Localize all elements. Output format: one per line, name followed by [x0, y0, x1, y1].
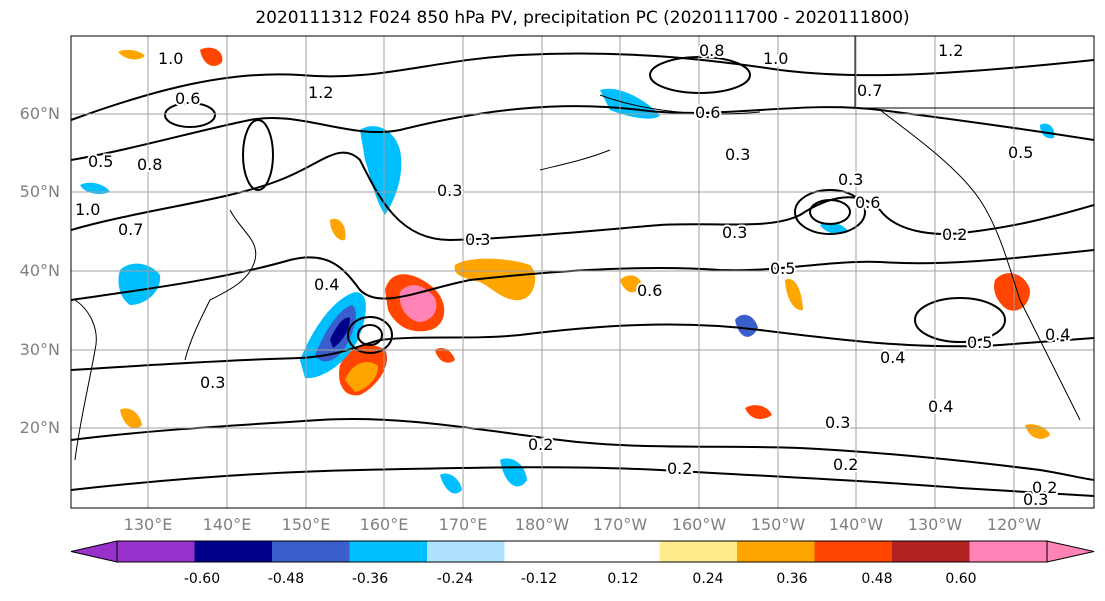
colorbar-swatch: [504, 541, 583, 562]
contour-label: 0.4: [314, 275, 339, 294]
contour-label: 0.3: [437, 181, 462, 200]
lon-label-150w: 150°W: [750, 515, 806, 534]
contour-label: 0.5: [1008, 143, 1033, 162]
contour-label: 0.2: [528, 435, 553, 454]
contour-label: 0.5: [770, 259, 795, 278]
contour-labels: 1.0 0.6 1.2 0.8 0.5 0.4 0.3 0.7 1.0 0.3 …: [73, 39, 1072, 509]
lat-label-60n: 60°N: [19, 104, 60, 123]
lat-label-30n: 30°N: [19, 340, 60, 359]
colorbar-extend-max: [1046, 540, 1095, 563]
contour-label: 0.6: [175, 89, 200, 108]
lon-label-170w: 170°W: [592, 515, 648, 534]
contour-label: 0.4: [928, 397, 953, 416]
contour-label: 0.3: [722, 223, 747, 242]
colorbar-swatch: [427, 541, 505, 562]
colorbar-tick-label: -0.48: [267, 571, 305, 587]
colorbar: [70, 540, 1095, 563]
colorbar-swatch: [737, 541, 815, 562]
colorbar-swatch: [194, 541, 273, 562]
colorbar-swatch: [349, 541, 428, 562]
contour-label: 0.8: [699, 41, 724, 60]
colorbar-swatch: [814, 541, 893, 562]
contour-label: 1.2: [308, 83, 333, 102]
lon-label-160w: 160°W: [671, 515, 727, 534]
lon-label-140w: 140°W: [828, 515, 884, 534]
colorbar-tick-label: -0.36: [351, 571, 389, 587]
contour-label: 0.4: [880, 348, 905, 367]
contour-label: 0.8: [137, 155, 162, 174]
contour-label: 0.5: [88, 152, 113, 171]
contour-label: 1.0: [158, 49, 183, 68]
contour-label: 0.3: [825, 413, 850, 432]
colorbar-swatch: [582, 541, 660, 562]
colorbar-swatch: [969, 541, 1048, 562]
colorbar-tick-label: -0.60: [183, 571, 221, 587]
contour-label: 0.5: [967, 333, 992, 352]
contour-label: 0.3: [465, 230, 490, 249]
lat-label-20n: 20°N: [19, 418, 60, 437]
contour-label: 0.6: [695, 103, 720, 122]
colorbar-extend-min: [70, 540, 118, 563]
colorbar-tick-label: 0.48: [861, 571, 893, 587]
lat-label-40n: 40°N: [19, 261, 60, 280]
contour-label: 0.2: [942, 225, 967, 244]
lon-label-160e: 160°E: [359, 515, 409, 534]
coastlines: [74, 36, 1094, 461]
map-frame: [70, 35, 1095, 509]
lon-label-120w: 120°W: [986, 515, 1042, 534]
contour-label: 0.2: [833, 455, 858, 474]
contour-label: 0.3: [838, 170, 863, 189]
contour-label: 1.2: [938, 41, 963, 60]
contour-label: 0.3: [725, 145, 750, 164]
lon-label-130w: 130°W: [907, 515, 963, 534]
colorbar-swatch: [659, 541, 738, 562]
graticule: [71, 36, 1094, 508]
lon-label-140e: 140°E: [202, 515, 252, 534]
contour-label: 0.4: [1045, 325, 1070, 344]
contour-label: 0.6: [855, 193, 880, 212]
contour-label: 0.3: [1023, 490, 1048, 509]
colorbar-tick-label: 0.24: [692, 571, 724, 587]
colorbar-tick-label: 0.12: [607, 571, 639, 587]
contour-label: 0.3: [200, 373, 225, 392]
contour-label: 1.0: [75, 200, 100, 219]
colorbar-tick-label: 0.60: [945, 571, 977, 587]
contour-label: 0.7: [857, 81, 882, 100]
lat-label-50n: 50°N: [19, 182, 60, 201]
lon-label-150e: 150°E: [281, 515, 331, 534]
lon-label-130e: 130°E: [123, 515, 173, 534]
contour-label: 0.2: [1032, 478, 1057, 497]
contour-label: 0.6: [637, 281, 662, 300]
colorbar-tick-label: 0.36: [776, 571, 808, 587]
colorbar-swatch: [272, 541, 350, 562]
contour-label: 0.2: [667, 459, 692, 478]
contour-label: 0.7: [118, 220, 143, 239]
colorbar-tick-label: -0.24: [436, 571, 474, 587]
colorbar-outline: [116, 540, 1048, 563]
colorbar-swatch: [892, 541, 970, 562]
lon-label-180w: 180°W: [514, 515, 570, 534]
colorbar-tick-label: -0.12: [520, 571, 558, 587]
lon-label-170e: 170°E: [438, 515, 488, 534]
colorbar-swatch: [117, 541, 195, 562]
map-title: 2020111312 F024 850 hPa PV, precipitatio…: [255, 8, 910, 28]
contour-label: 1.0: [763, 49, 788, 68]
